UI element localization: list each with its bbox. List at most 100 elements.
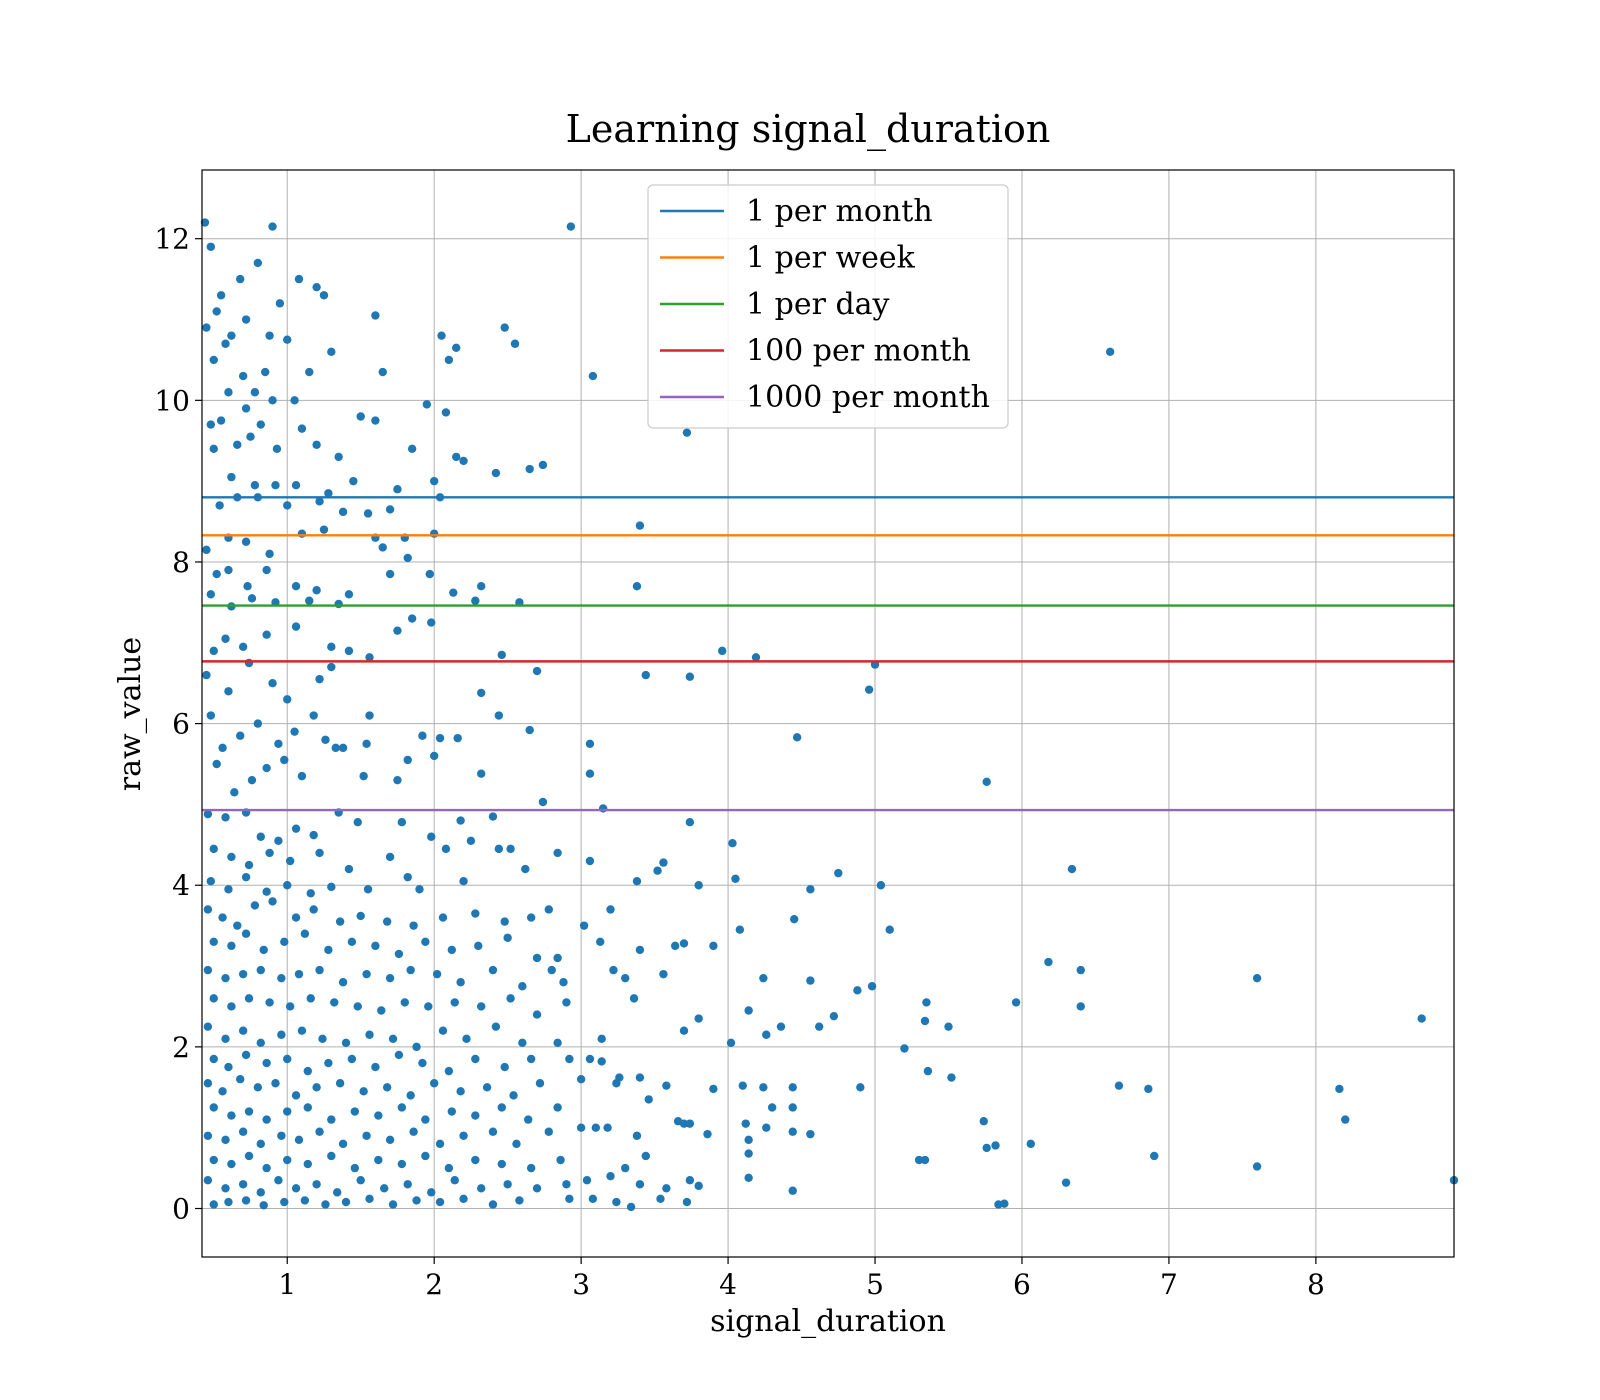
data-point: [347, 937, 357, 947]
data-point: [221, 339, 230, 348]
data-point: [309, 711, 318, 720]
data-point: [456, 816, 465, 825]
data-point: [609, 965, 618, 975]
data-point: [500, 323, 509, 332]
data-point: [477, 582, 486, 591]
data-point: [280, 755, 289, 765]
data-point: [259, 1201, 268, 1210]
data-point: [277, 1030, 286, 1039]
data-point: [283, 695, 292, 704]
data-point: [388, 1200, 398, 1209]
data-point: [243, 582, 252, 591]
legend-frame: [647, 184, 1009, 429]
data-point: [731, 874, 740, 883]
data-point: [421, 1151, 430, 1161]
data-point: [256, 1139, 265, 1149]
data-point: [332, 1188, 342, 1197]
data-point: [435, 1139, 445, 1149]
data-point: [397, 1159, 407, 1169]
data-point: [585, 856, 595, 866]
y-tick-label: 6: [172, 708, 190, 741]
data-point: [565, 1054, 574, 1064]
x-tick-label: 4: [719, 1268, 737, 1301]
data-point: [494, 711, 504, 720]
data-point: [209, 1200, 218, 1209]
data-point: [268, 222, 277, 231]
data-point: [425, 569, 434, 579]
x-tick-label: 2: [425, 1268, 443, 1301]
data-point: [236, 731, 245, 740]
data-point: [509, 1091, 518, 1100]
data-point: [632, 1131, 642, 1140]
data-point: [227, 472, 236, 482]
data-point: [283, 335, 292, 344]
data-point: [597, 1057, 606, 1066]
data-point: [344, 864, 354, 874]
data-point: [233, 440, 242, 449]
data-point: [659, 969, 668, 979]
legend-label: 1 per day: [746, 287, 890, 322]
y-tick-label: 12: [154, 223, 190, 256]
data-point: [303, 1103, 313, 1112]
data-point: [324, 489, 333, 498]
data-point: [488, 1200, 498, 1209]
data-point: [1044, 957, 1053, 967]
data-point: [1252, 1162, 1262, 1171]
data-point: [459, 456, 468, 466]
data-point: [497, 1103, 506, 1112]
data-point: [236, 1075, 245, 1084]
data-point: [212, 759, 221, 769]
data-point: [341, 1197, 351, 1207]
data-point: [218, 1087, 227, 1096]
data-point: [262, 887, 271, 896]
data-point: [224, 885, 233, 894]
data-point: [312, 1180, 321, 1189]
data-point: [409, 1127, 418, 1136]
data-point: [271, 480, 280, 490]
data-point: [982, 777, 991, 786]
data-point: [262, 630, 271, 639]
data-point: [250, 901, 260, 910]
data-point: [762, 1030, 771, 1039]
data-point: [535, 1079, 545, 1088]
data-point: [224, 1062, 233, 1072]
data-point: [206, 590, 216, 599]
data-point: [203, 1176, 213, 1185]
data-point: [635, 1073, 645, 1082]
data-point: [321, 735, 330, 744]
data-point: [562, 998, 571, 1007]
data-point: [641, 670, 650, 680]
data-point: [202, 545, 211, 555]
data-point: [585, 739, 595, 749]
data-point: [694, 1181, 703, 1191]
data-point: [209, 646, 218, 656]
data-point: [427, 832, 436, 841]
data-point: [256, 965, 265, 975]
data-point: [319, 291, 329, 300]
data-point: [621, 1163, 630, 1173]
chart-title: Learning signal_duration: [566, 107, 1051, 152]
data-point: [482, 1083, 492, 1092]
data-point: [353, 1002, 362, 1011]
data-point: [403, 553, 412, 563]
data-point: [579, 921, 589, 930]
data-point: [309, 905, 318, 914]
x-tick-label: 5: [866, 1268, 884, 1301]
data-point: [394, 949, 404, 959]
data-point: [606, 905, 615, 914]
data-point: [834, 868, 843, 878]
data-point: [209, 1054, 218, 1064]
data-point: [632, 582, 642, 591]
data-point: [444, 1163, 454, 1173]
data-point: [556, 1155, 565, 1165]
data-point: [510, 339, 520, 348]
data-point: [788, 1127, 797, 1136]
data-point: [538, 797, 548, 807]
data-point: [728, 839, 737, 848]
data-point: [864, 685, 874, 694]
data-point: [788, 1186, 797, 1195]
data-point: [285, 856, 295, 866]
data-point: [576, 1075, 586, 1084]
data-point: [265, 331, 274, 340]
data-point: [305, 596, 314, 605]
